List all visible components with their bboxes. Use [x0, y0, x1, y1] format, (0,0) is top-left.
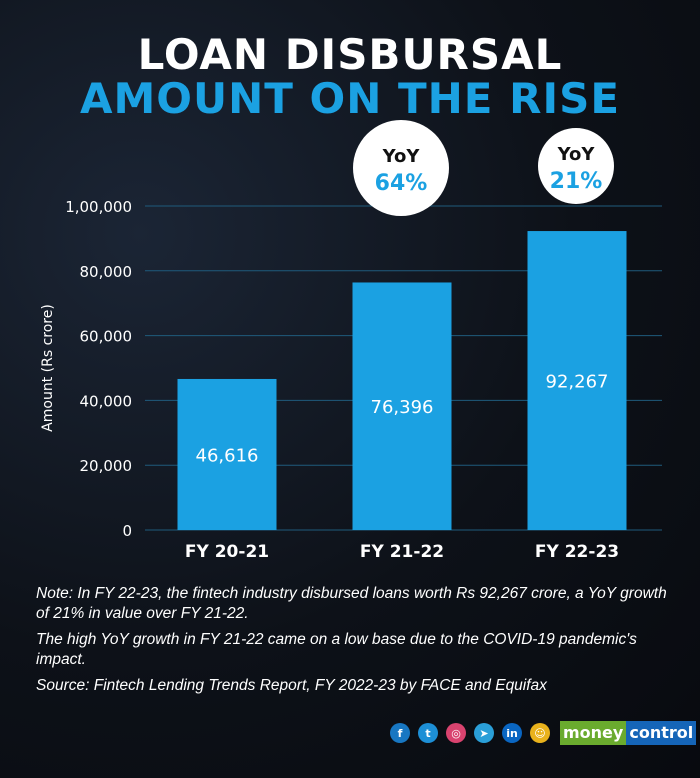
social-icons: f t ◎ ➤ in ☺: [390, 723, 550, 743]
bar: [527, 231, 627, 530]
y-tick-label: 40,000: [80, 392, 133, 410]
source-text: Source: Fintech Lending Trends Report, F…: [36, 677, 547, 694]
bar: [352, 282, 452, 530]
y-tick-label: 1,00,000: [65, 198, 132, 216]
telegram-icon[interactable]: ➤: [474, 723, 494, 743]
instagram-icon[interactable]: ◎: [446, 723, 466, 743]
x-tick-label: FY 20-21: [185, 542, 269, 562]
yoy-label: YoY: [557, 144, 596, 165]
yoy-label: YoY: [382, 146, 421, 167]
y-tick-label: 20,000: [80, 457, 133, 475]
bar-value-label: 46,616: [196, 445, 259, 466]
twitter-icon[interactable]: t: [418, 723, 438, 743]
x-tick-label: FY 21-22: [360, 542, 444, 562]
bar-chart: 0 20,000 40,000 60,000 80,000 1,00,000 Amount …: [40, 120, 662, 562]
bar: [177, 378, 277, 530]
logo-part-control: control: [626, 721, 697, 745]
note-text: Note: In FY 22-23, the fintech industry …: [36, 585, 667, 622]
y-axis-label: Amount (Rs crore): [40, 304, 56, 432]
y-tick-label: 60,000: [80, 328, 133, 346]
title-line-2: AMOUNT ON THE RISE: [79, 74, 621, 123]
bar-value-label: 92,267: [546, 372, 609, 393]
title-line-1: LOAN DISBURSAL: [137, 30, 563, 79]
logo-part-money: money: [560, 721, 627, 745]
bar-value-label: 76,396: [371, 397, 434, 418]
linkedin-icon[interactable]: in: [502, 723, 522, 743]
yoy-value: 21%: [550, 169, 603, 194]
yoy-value: 64%: [375, 171, 428, 196]
moneycontrol-logo: money control: [560, 721, 697, 745]
yoy-badge: [538, 128, 614, 204]
y-tick-label: 80,000: [80, 263, 133, 281]
facebook-icon[interactable]: f: [390, 723, 410, 743]
yoy-badge: [353, 120, 449, 216]
snapchat-icon[interactable]: ☺: [530, 723, 550, 743]
note-text-2: The high YoY growth in FY 21-22 came on …: [36, 631, 637, 668]
y-tick-label: 0: [122, 522, 132, 540]
x-tick-label: FY 22-23: [535, 542, 619, 562]
